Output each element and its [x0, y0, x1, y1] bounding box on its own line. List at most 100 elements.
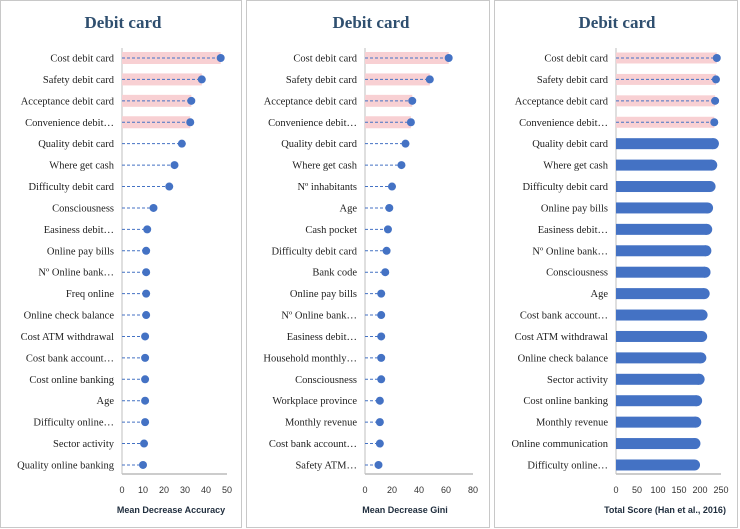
y-tick-label: Acceptance debit card [264, 96, 358, 107]
data-point [187, 96, 196, 105]
y-tick-label: Convenience debit… [519, 118, 608, 129]
bar-end-cap [691, 395, 703, 407]
data-point [385, 203, 394, 212]
y-tick-label: Sector activity [53, 439, 115, 450]
x-tick-label: 30 [180, 485, 190, 495]
data-point [425, 75, 434, 84]
y-tick-label: Nº inhabitants [297, 182, 357, 193]
data-point [377, 375, 386, 384]
y-tick-label: Sector activity [547, 375, 609, 386]
data-point [197, 75, 206, 84]
bar-end-cap [696, 330, 708, 342]
data-point [142, 246, 151, 255]
bar [616, 266, 706, 278]
data-point [408, 96, 417, 105]
y-tick-label: Monthly revenue [536, 418, 608, 429]
bar-end-cap [699, 266, 711, 278]
x-axis-label: Mean Decrease Accuracy [117, 505, 225, 515]
y-tick-label: Difficulty debit card [522, 182, 608, 193]
y-tick-label: Easiness debit… [538, 225, 608, 236]
data-point [397, 161, 406, 170]
x-tick-label: 40 [201, 485, 211, 495]
y-tick-label: Online pay bills [541, 203, 608, 214]
y-tick-label: Nº Online bank… [38, 268, 114, 279]
data-point [141, 418, 150, 427]
data-point [381, 268, 390, 277]
y-tick-label: Acceptance debit card [21, 96, 115, 107]
bar [616, 373, 700, 385]
y-tick-label: Safety debit card [537, 75, 609, 86]
x-tick-label: 100 [650, 485, 665, 495]
y-tick-label: Nº Online bank… [532, 246, 608, 257]
y-tick-label: Difficulty debit card [28, 182, 114, 193]
y-tick-label: Quality debit card [281, 139, 358, 150]
chart-title: Debit card [333, 13, 411, 32]
y-tick-label: Online communication [511, 439, 608, 450]
y-tick-label: Where get cash [292, 161, 357, 172]
y-tick-label: Consciousness [295, 375, 357, 386]
bar [616, 438, 695, 450]
data-point [141, 396, 150, 405]
data-point [149, 203, 158, 212]
y-tick-label: Cost ATM withdrawal [515, 332, 608, 343]
x-axis-label: Total Score (Han et al., 2016) [604, 505, 726, 515]
data-point [216, 54, 225, 62]
y-tick-label: Convenience debit… [25, 118, 114, 129]
y-tick-label: Safety ATM… [295, 460, 357, 471]
y-tick-label: Easiness debit… [287, 332, 357, 343]
bar [616, 159, 712, 171]
bar-end-cap [698, 288, 710, 300]
y-tick-label: Cost debit card [50, 54, 114, 65]
y-tick-label: Cost online banking [29, 375, 114, 386]
y-tick-label: Online pay bills [290, 289, 357, 300]
bar-end-cap [701, 223, 713, 235]
y-tick-label: Quality debit card [38, 139, 115, 150]
data-point [375, 439, 384, 448]
y-tick-label: Freq online [66, 289, 114, 300]
y-tick-label: Difficulty online… [527, 460, 608, 471]
x-tick-label: 20 [387, 485, 397, 495]
y-tick-label: Where get cash [543, 161, 608, 172]
plot-area: 0 20 40 60 80 Cost debit card Safety debit car… [263, 48, 478, 495]
x-tick-label: 50 [222, 485, 232, 495]
data-point [401, 139, 410, 148]
data-point [375, 418, 384, 427]
bar [616, 288, 705, 300]
data-point [377, 332, 386, 341]
y-tick-label: Difficulty debit card [271, 246, 357, 257]
data-point [377, 353, 386, 362]
chart-panel-gini: Debit card 0 20 40 60 80 Cost debit card Safet… [246, 0, 490, 528]
data-point [710, 118, 719, 127]
y-tick-label: Cost bank account… [520, 311, 608, 322]
highlight-band [122, 116, 191, 129]
bar [616, 395, 697, 407]
data-point [375, 396, 384, 405]
bar-end-cap [706, 159, 718, 171]
x-tick-label: 10 [138, 485, 148, 495]
data-point [165, 182, 174, 191]
bar [616, 138, 714, 150]
bar-end-cap [707, 138, 719, 150]
bar-end-cap [695, 352, 707, 364]
bar [616, 352, 701, 364]
bar-end-cap [693, 373, 705, 385]
y-tick-label: Household monthly… [263, 353, 357, 364]
y-tick-label: Where get cash [49, 161, 114, 172]
bar-end-cap [689, 438, 701, 450]
data-point [142, 289, 151, 298]
bar-end-cap [696, 309, 708, 321]
x-tick-label: 0 [613, 485, 618, 495]
bar-end-cap [702, 202, 714, 214]
data-point [177, 139, 186, 148]
y-tick-label: Workplace province [272, 396, 357, 407]
y-tick-label: Online check balance [518, 353, 609, 364]
y-tick-label: Cost bank account… [269, 439, 357, 450]
y-tick-label: Consciousness [52, 203, 114, 214]
data-point [141, 332, 150, 341]
bar-end-cap [689, 459, 701, 471]
data-point [711, 96, 720, 105]
data-point [140, 439, 149, 448]
bar [616, 181, 711, 193]
y-tick-label: Online pay bills [47, 246, 114, 257]
y-tick-label: Age [340, 203, 358, 214]
